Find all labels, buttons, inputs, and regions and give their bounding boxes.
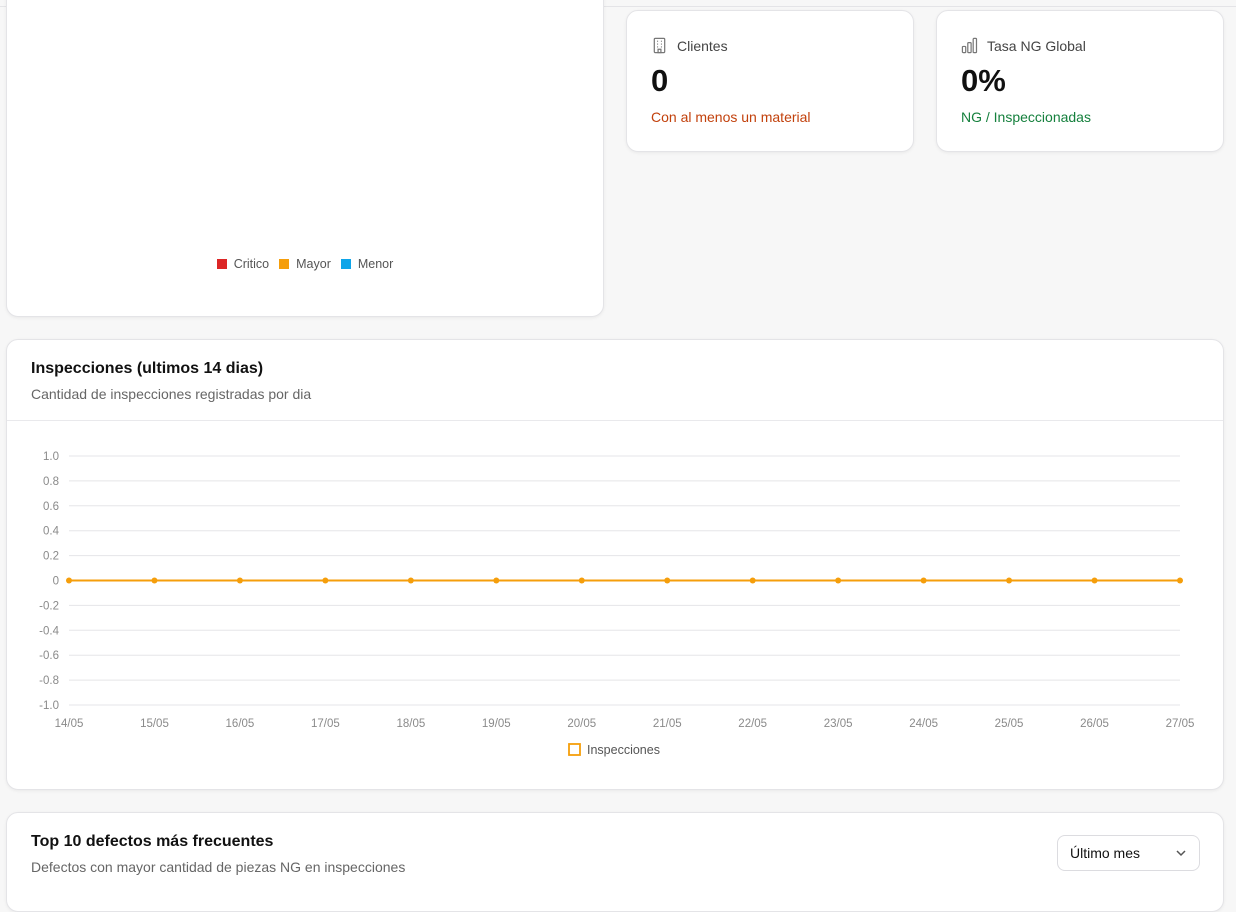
bar-chart-icon	[961, 37, 978, 54]
data-point	[407, 577, 414, 584]
legend-swatch-critico	[216, 259, 227, 269]
building-icon	[653, 37, 666, 54]
severity-legend: Critico Mayor Menor	[7, 257, 603, 271]
card-description: Defectos con mayor cantidad de piezas NG…	[31, 859, 406, 875]
x-tick-label: 25/05	[995, 718, 1024, 730]
legend-item-mayor[interactable]: Mayor	[279, 257, 331, 271]
data-point	[664, 577, 671, 584]
data-point	[920, 577, 927, 584]
data-point	[835, 577, 842, 584]
kpi-label: Tasa NG Global	[987, 37, 1086, 54]
legend-swatch-mayor	[279, 259, 290, 269]
period-select-value: Último mes	[1070, 845, 1141, 861]
y-tick-label: -0.6	[39, 650, 59, 662]
x-tick-label: 15/05	[140, 718, 169, 730]
chevron-down-icon	[1176, 850, 1186, 857]
kpi-header: Clientes	[651, 37, 728, 54]
x-tick-label: 19/05	[482, 718, 511, 730]
y-tick-label: -1.0	[39, 700, 59, 712]
kpi-header: Tasa NG Global	[961, 37, 1086, 54]
data-point	[1091, 577, 1098, 584]
y-tick-label: -0.2	[39, 600, 59, 612]
kpi-card-clientes: Clientes 0 Con al menos un material	[626, 10, 914, 152]
y-tick-label: 0.8	[43, 476, 59, 488]
x-tick-label: 16/05	[226, 718, 255, 730]
y-tick-label: 0.4	[43, 526, 60, 538]
inspections-line-chart: 1.0 0.8 0.6 0.4 0.2 0 -0.2 -0.4 -0.6 -0.8 -1.0 14/0…	[39, 451, 1195, 757]
y-tick-label: 0.2	[43, 551, 59, 563]
legend-item-critico[interactable]: Critico	[216, 257, 270, 271]
data-point	[151, 577, 158, 584]
x-tick-label: 23/05	[824, 718, 853, 730]
legend-label: Menor	[357, 257, 394, 271]
x-tick-label: 22/05	[738, 718, 767, 730]
legend-item-menor[interactable]: Menor	[340, 257, 394, 271]
legend-swatch-inspecciones	[568, 743, 581, 756]
card-title: Inspecciones (ultimos 14 dias)	[31, 360, 264, 377]
y-tick-label: 0	[53, 576, 59, 588]
card-divider	[7, 420, 1223, 421]
severity-chart-card: Critico Mayor Menor	[6, 0, 604, 317]
inspections-card: Inspecciones (ultimos 14 dias) Cantidad …	[6, 339, 1224, 790]
data-point	[322, 577, 329, 584]
legend-label: Critico	[233, 257, 270, 271]
x-tick-label: 18/05	[396, 718, 425, 730]
y-tick-label: -0.8	[39, 675, 59, 687]
data-point	[236, 577, 243, 584]
data-point	[749, 577, 756, 584]
kpi-value: 0	[651, 63, 669, 98]
x-tick-label: 17/05	[311, 718, 340, 730]
kpi-label: Clientes	[677, 37, 728, 54]
x-tick-label: 27/05	[1166, 718, 1195, 730]
card-title: Top 10 defectos más frecuentes	[31, 833, 274, 850]
data-point	[1177, 577, 1183, 584]
top-border	[0, 0, 1236, 7]
x-tick-label: 20/05	[567, 718, 596, 730]
x-tick-label: 26/05	[1080, 718, 1109, 730]
legend-label-inspecciones: Inspecciones	[587, 743, 660, 757]
data-point	[493, 577, 500, 584]
legend-label: Mayor	[296, 257, 331, 271]
data-point	[1006, 577, 1013, 584]
kpi-subtext: Con al menos un material	[651, 109, 811, 125]
kpi-subtext: NG / Inspeccionadas	[961, 109, 1091, 125]
x-tick-label: 14/05	[55, 718, 84, 730]
legend-swatch-menor	[340, 259, 351, 269]
kpi-value: 0%	[961, 63, 1006, 98]
x-tick-label: 21/05	[653, 718, 682, 730]
top-defects-card: Top 10 defectos más frecuentes Defectos …	[6, 812, 1224, 912]
y-tick-label: -0.4	[39, 625, 59, 637]
y-tick-label: 1.0	[43, 451, 59, 463]
period-select[interactable]: Último mes	[1057, 835, 1200, 871]
data-point	[66, 577, 72, 584]
kpi-card-tasa-ng: Tasa NG Global 0% NG / Inspeccionadas	[936, 10, 1224, 152]
y-tick-label: 0.6	[43, 501, 59, 513]
card-description: Cantidad de inspecciones registradas por…	[31, 386, 312, 402]
x-tick-label: 24/05	[909, 718, 938, 730]
data-point	[578, 577, 585, 584]
